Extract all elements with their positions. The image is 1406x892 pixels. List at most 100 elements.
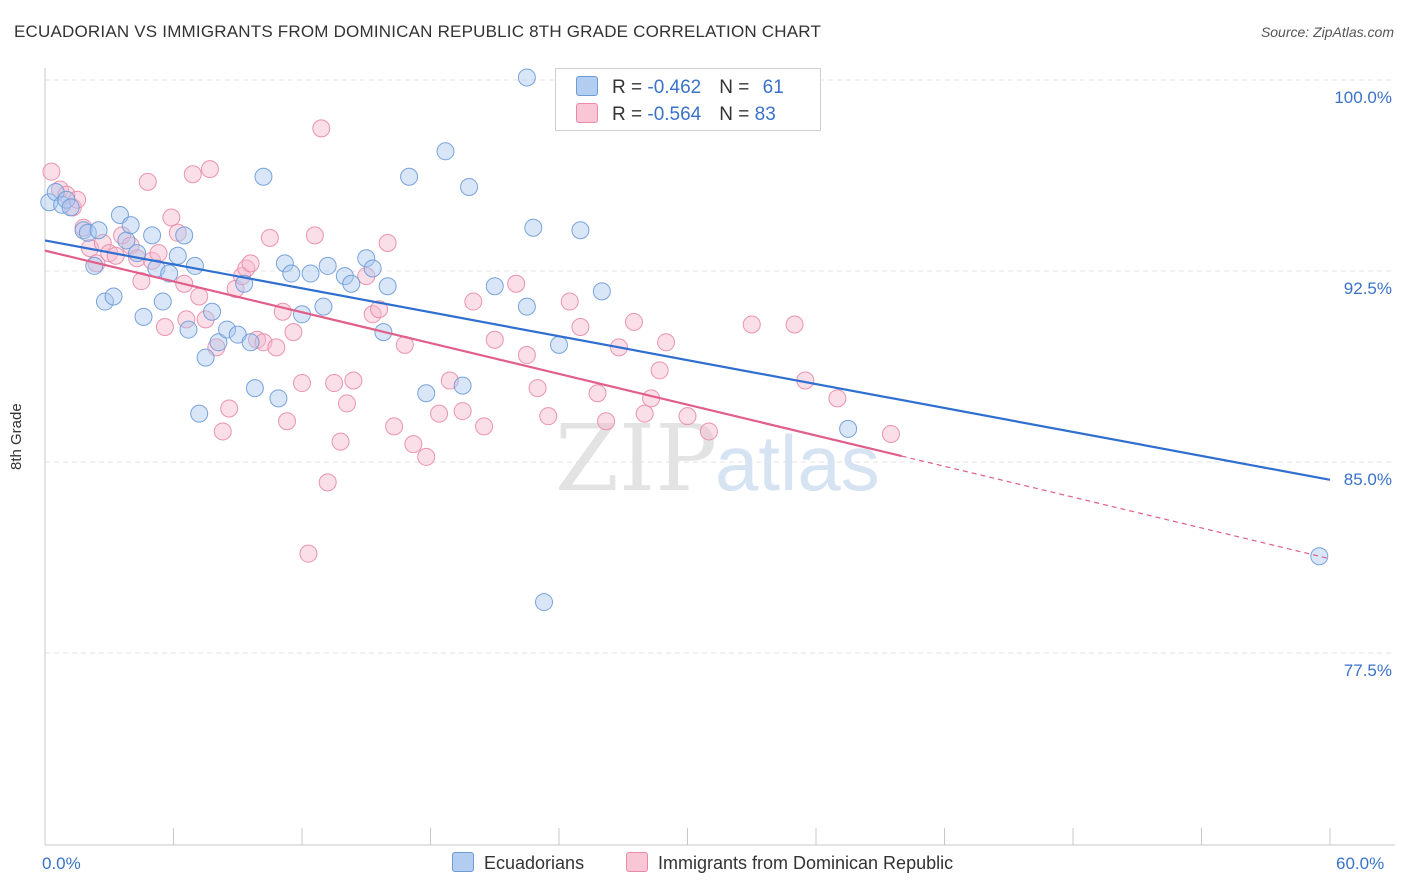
immigrants-point (785, 315, 804, 334)
immigrants-point (155, 318, 174, 337)
legend-n-label: N = (719, 77, 755, 98)
ecuadorians-point (453, 376, 472, 395)
immigrants-point (560, 292, 579, 311)
ecuadorians-point (436, 142, 455, 161)
immigrants-point (635, 404, 654, 423)
x-tick-label-max: 60.0% (1336, 854, 1385, 873)
immigrants-point (260, 228, 279, 247)
immigrants-point (278, 412, 297, 431)
ecuadorians-point (196, 348, 215, 367)
y-tick-label: 77.5% (1343, 661, 1392, 680)
axes (44, 68, 1395, 846)
bottom-legend-ecuadorians: Ecuadorians (452, 852, 584, 874)
ecuadorians-point (517, 297, 536, 316)
watermark-atlas: atlas (715, 419, 880, 507)
ecuadorians-point (357, 249, 376, 268)
ecuadorians-point (314, 297, 333, 316)
ecuadorians-point (209, 333, 228, 352)
series-ecuadorians-points (40, 68, 1329, 612)
immigrants-point (517, 346, 536, 365)
immigrants-point (196, 310, 215, 329)
ecuadorians-point (1310, 547, 1329, 566)
ecuadorians-point (168, 246, 187, 265)
ecuadorians-point (61, 198, 80, 217)
legend-row-ecuadorians: R = -0.462 N = 61 (576, 76, 784, 99)
ecuadorians-point (143, 226, 162, 245)
immigrants-point (624, 312, 643, 331)
ecuadorians-point (335, 267, 354, 286)
legend-label: Ecuadorians (484, 853, 585, 873)
x-tick-label-min: 0.0% (42, 854, 81, 873)
immigrants-point (162, 208, 181, 227)
immigrants-point (828, 389, 847, 408)
legend-n-value: 83 (754, 104, 776, 125)
immigrants-point (678, 407, 697, 426)
ecuadorians-point (524, 218, 543, 237)
immigrants-point (742, 315, 761, 334)
immigrants-point (404, 435, 423, 454)
immigrants-point (183, 165, 202, 184)
ecuadorians-point (363, 259, 382, 278)
immigrants-point (588, 384, 607, 403)
legend-swatch-pink (626, 852, 648, 872)
y-tick-label: 100.0% (1334, 88, 1392, 107)
ecuadorians-point (378, 277, 397, 296)
immigrants-point (453, 402, 472, 421)
ecuadorians-point (245, 379, 264, 398)
immigrants-point (657, 333, 676, 352)
immigrants-point (370, 300, 389, 319)
immigrants-point (284, 323, 303, 342)
ecuadorians-point (241, 333, 260, 352)
legend-swatch-blue (452, 852, 474, 872)
legend-label: Immigrants from Dominican Republic (658, 853, 954, 873)
ecuadorians-point (95, 292, 114, 311)
immigrants-point (485, 330, 504, 349)
immigrants-point (241, 254, 260, 273)
immigrants-point (42, 162, 61, 181)
ecuadorians-point (517, 68, 536, 87)
immigrants-point (220, 399, 239, 418)
legend-r-value: -0.564 (647, 104, 702, 125)
immigrants-point (475, 417, 494, 436)
ecuadorians-point (282, 264, 301, 283)
ecuadorians-point (134, 307, 153, 326)
trend-line (44, 239, 1331, 481)
immigrants-point (299, 544, 318, 563)
immigrants-point (539, 407, 558, 426)
immigrants-point (464, 292, 483, 311)
immigrants-point (571, 318, 590, 337)
immigrants-point (138, 172, 157, 191)
ecuadorians-point (175, 226, 194, 245)
y-tick-label: 92.5% (1343, 279, 1392, 298)
legend-n-label: N = (719, 104, 755, 125)
immigrants-point (267, 338, 286, 357)
immigrants-point (305, 226, 324, 245)
ecuadorians-point (318, 256, 337, 275)
legend-n-value: 61 (762, 77, 784, 98)
legend-swatch-pink (576, 103, 598, 123)
y-tick-label: 85.0% (1343, 470, 1392, 489)
watermark-zip: ZIP (555, 405, 717, 512)
immigrants-point (331, 432, 350, 451)
immigrants-point (528, 379, 547, 398)
trend-line-dashed (901, 455, 1331, 560)
legend-row-immigrants: R = -0.564 N = 83 (576, 103, 776, 126)
immigrants-point (417, 447, 436, 466)
ecuadorians-point (160, 264, 179, 283)
ecuadorians-point (460, 177, 479, 196)
ecuadorians-point (190, 404, 209, 423)
ecuadorians-point (78, 223, 97, 242)
immigrants-point (190, 287, 209, 306)
immigrants-point (385, 417, 404, 436)
ecuadorians-point (254, 167, 273, 186)
ecuadorians-point (417, 384, 436, 403)
immigrants-point (318, 473, 337, 492)
ecuadorians-point (185, 256, 204, 275)
ecuadorians-point (571, 221, 590, 240)
ecuadorians-point (535, 593, 554, 612)
source-label: Source: ZipAtlas.com (1260, 24, 1394, 40)
y-axis-label: 8th Grade (8, 403, 25, 470)
ecuadorians-point (89, 221, 108, 240)
series-immigrants-points (42, 119, 900, 563)
ecuadorians-point (550, 335, 568, 354)
